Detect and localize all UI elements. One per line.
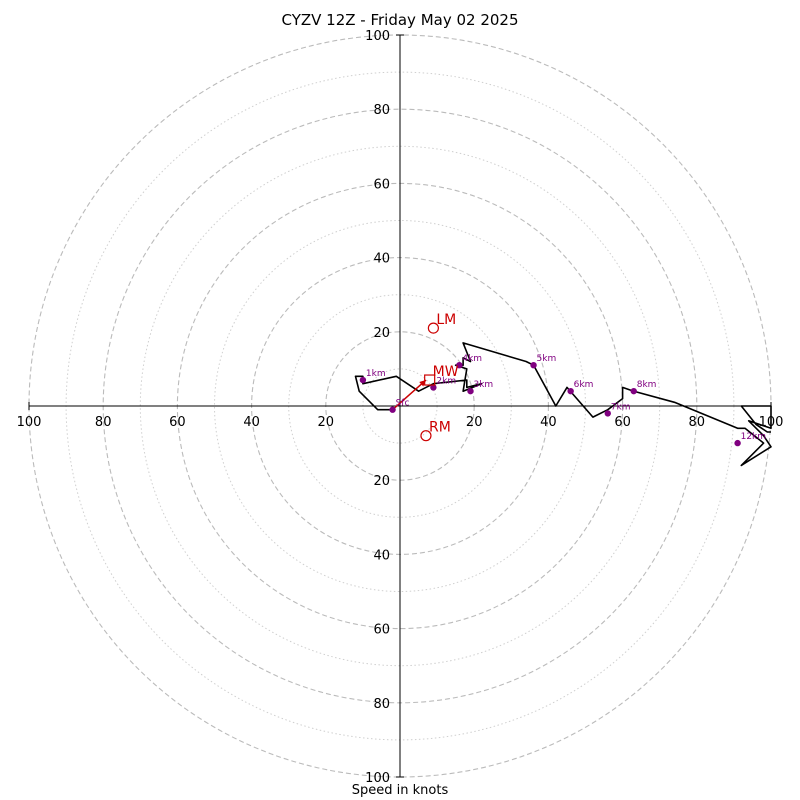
height-label-sfc: Sfc <box>396 399 410 409</box>
height-marker-12km <box>734 439 741 447</box>
height-label-7km: 7km <box>611 402 631 412</box>
hodograph-trace <box>354 342 772 467</box>
tick-label-down: 20 <box>373 474 390 489</box>
height-marker-2km <box>430 384 437 391</box>
height-label-12km: 12km <box>741 432 766 442</box>
motion-label-lm: LM <box>436 312 456 328</box>
tick-labels-group: 20 20 20 20 40 40 40 40 60 60 60 60 80 80 80 80 100 100 10… <box>17 29 784 786</box>
motion-markers-group: LM MW RM <box>420 312 459 442</box>
tick-label-down: 60 <box>373 623 390 638</box>
height-label-5km: 5km <box>537 354 557 364</box>
tick-label-left: 100 <box>17 415 42 430</box>
tick-label-right: 20 <box>466 415 483 430</box>
height-label-4km: 4km <box>462 354 482 364</box>
height-label-6km: 6km <box>574 380 594 390</box>
tick-label-up: 100 <box>365 29 390 44</box>
hodograph-trace-group <box>354 342 772 467</box>
height-marker-5km <box>530 361 537 369</box>
tick-label-up: 40 <box>373 252 390 267</box>
height-label-8km: 8km <box>637 380 657 390</box>
motion-label-rm: RM <box>429 420 451 436</box>
motion-marker-mw <box>424 374 436 386</box>
tick-label-down: 100 <box>365 771 390 786</box>
tick-label-left: 20 <box>318 415 335 430</box>
tick-label-up: 60 <box>373 177 390 192</box>
tick-label-right: 40 <box>540 415 557 430</box>
height-label-3km: 3km <box>473 380 493 390</box>
tick-label-left: 60 <box>169 415 186 430</box>
motion-marker-rm <box>420 430 432 442</box>
height-label-2km: 2km <box>436 376 456 386</box>
height-marker-3km <box>467 387 474 395</box>
x-axis-label: Speed in knots <box>351 783 449 798</box>
height-label-1km: 1km <box>366 369 386 379</box>
height-marker-4km <box>456 361 463 369</box>
tick-label-down: 80 <box>373 697 390 712</box>
chart-title: CYZV 12Z - Friday May 02 2025 <box>281 11 519 29</box>
storm-motion-arrow <box>392 379 427 411</box>
tick-label-up: 80 <box>373 103 390 118</box>
tick-label-right: 80 <box>689 415 706 430</box>
height-marker-8km <box>630 387 637 395</box>
tick-label-left: 80 <box>95 415 112 430</box>
height-marker-7km <box>604 410 611 417</box>
height-marker-sfc <box>389 406 396 413</box>
motion-label-mw: MW <box>433 364 459 380</box>
tick-label-left: 40 <box>243 415 260 430</box>
height-marker-6km <box>567 387 574 395</box>
height-marker-1km <box>359 376 367 384</box>
height-markers-group: Sfc 1km 2km 3km 4km 5km 6km 7km 8km 12km <box>359 354 766 447</box>
motion-marker-lm <box>427 322 439 334</box>
tick-label-down: 40 <box>373 548 390 563</box>
tick-label-right: 60 <box>614 415 631 430</box>
tick-label-up: 20 <box>373 326 390 341</box>
